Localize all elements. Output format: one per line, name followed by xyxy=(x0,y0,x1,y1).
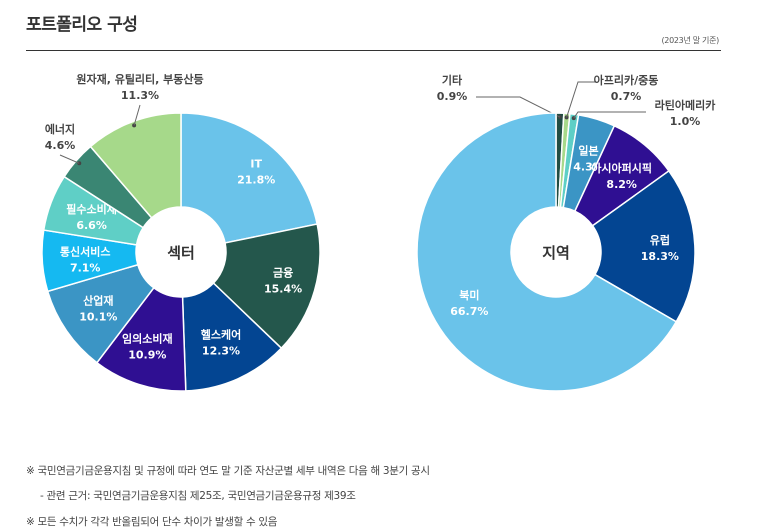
통신서비스-value-label: 7.1% xyxy=(70,261,101,274)
region-donut-chart: 기타0.9%아프리카/중동0.7%라틴아메리카1.0%일본4.3%아시아퍼시픽8… xyxy=(416,73,716,392)
donut-center-label: 지역 xyxy=(542,244,570,262)
필수소비재-label: 필수소비재 xyxy=(66,202,117,216)
금융-slice xyxy=(212,223,321,350)
it-label: IT xyxy=(250,158,262,171)
에너지-leader-line xyxy=(59,154,80,164)
산업재-label: 산업재 xyxy=(83,294,113,308)
원자재-유틸리티-부동산등-value-label: 11.3% xyxy=(121,89,159,102)
basis-date-note: (2023년 말 기준) xyxy=(661,36,719,45)
원자재-유틸리티-부동산등-leader-line xyxy=(133,104,141,126)
it-slice xyxy=(180,112,319,244)
기타-label: 기타 xyxy=(442,73,463,87)
금융-label: 금융 xyxy=(273,267,293,280)
아프리카-중동-value-label: 0.7% xyxy=(611,90,642,103)
유럽-value-label: 18.3% xyxy=(641,250,679,263)
산업재-value-label: 10.1% xyxy=(79,311,117,324)
donut-hole xyxy=(512,208,600,296)
아시아퍼시픽-value-label: 8.2% xyxy=(606,178,637,191)
일본-label: 일본 xyxy=(578,143,598,157)
원자재-유틸리티-부동산등-label: 원자재, 유틸리티, 부동산등 xyxy=(76,72,203,86)
헬스케어-value-label: 12.3% xyxy=(202,344,240,357)
라틴아메리카-label: 라틴아메리카 xyxy=(655,98,716,112)
title-divider xyxy=(26,50,721,51)
라틴아메리카-leader-line xyxy=(573,111,646,119)
아프리카-중동-leader-line xyxy=(566,81,596,118)
유럽-slice xyxy=(591,169,696,323)
donut-center-label: 섹터 xyxy=(167,244,195,262)
아프리카-중동-label: 아프리카/중동 xyxy=(594,73,659,87)
임의소비재-value-label: 10.9% xyxy=(128,348,166,361)
원자재-유틸리티-부동산등-slice xyxy=(89,112,182,219)
북미-label: 북미 xyxy=(459,288,479,302)
유럽-label: 유럽 xyxy=(650,233,670,247)
donut-hole xyxy=(137,208,225,296)
헬스케어-label: 헬스케어 xyxy=(201,327,241,341)
북미-value-label: 66.7% xyxy=(450,305,488,318)
에너지-label: 에너지 xyxy=(45,122,75,136)
it-value-label: 21.8% xyxy=(237,174,275,187)
필수소비재-value-label: 6.6% xyxy=(76,219,107,232)
통신서비스-label: 통신서비스 xyxy=(60,244,111,258)
임의소비재-label: 임의소비재 xyxy=(122,331,173,345)
에너지-value-label: 4.6% xyxy=(45,139,76,152)
금융-value-label: 15.4% xyxy=(264,283,302,296)
footnote-legal-basis: - 관련 근거: 국민연금기금운용지침 제25조, 국민연금기금운용규정 제39… xyxy=(40,490,356,502)
footnote-rounding: ※ 모든 수치가 각각 반올림되어 단수 차이가 발생할 수 있음 xyxy=(26,516,278,528)
아시아퍼시픽-label: 아시아퍼시픽 xyxy=(591,161,652,175)
라틴아메리카-value-label: 1.0% xyxy=(670,115,701,128)
sector-donut-chart: IT 21.8% 금융 15.4% 헬스케어 12.3% 임의소비재 10.9% 산업재 10.1… xyxy=(41,72,321,392)
footnote-disclosure: ※ 국민연금기금운용지침 및 규정에 따라 연도 말 기준 자산군별 세부 내역… xyxy=(26,465,430,477)
기타-value-label: 0.9% xyxy=(437,90,468,103)
기타-leader-line xyxy=(476,96,561,118)
북미-slice xyxy=(416,112,678,392)
page-title: 포트폴리오 구성 xyxy=(26,15,138,35)
